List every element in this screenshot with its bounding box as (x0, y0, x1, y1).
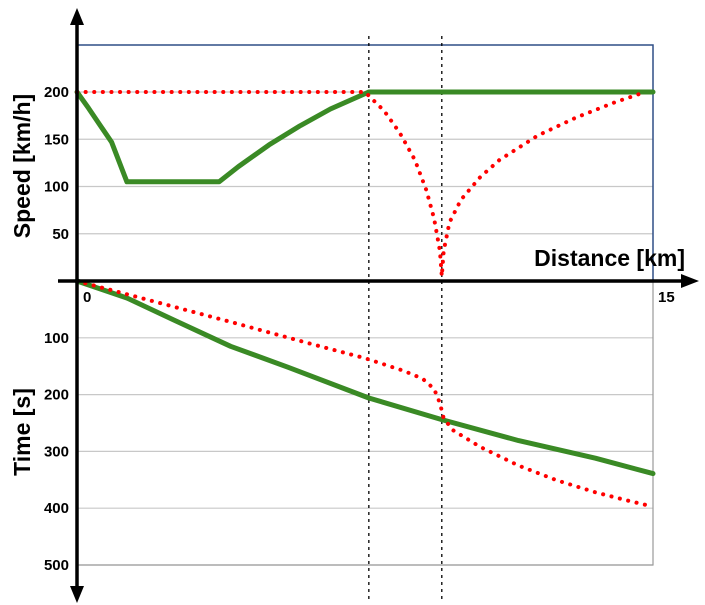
time-plot-frame (76, 281, 654, 566)
speed-tick-label: 200 (44, 84, 69, 101)
distance-axis-arrow (681, 274, 699, 288)
time-axis-title: Time [s] (9, 388, 35, 476)
time-tick-label: 500 (44, 557, 69, 574)
speed-tick-label: 50 (52, 226, 69, 243)
distance-tick-label: 15 (658, 289, 675, 306)
time-tick-label: 400 (44, 500, 69, 517)
speed-tick-label: 150 (44, 131, 69, 148)
distance-tick-label: 0 (83, 289, 91, 306)
series (74, 89, 656, 507)
time-solid-series (74, 278, 656, 477)
tick-labels: 50 100 150 200 100 200 300 400 500 0 15 (44, 84, 675, 574)
speed-axis-title: Speed [km/h] (9, 94, 35, 238)
time-dotted-series (75, 279, 648, 507)
speed-dotted-series (75, 90, 648, 279)
distance-axis-title: Distance [km] (534, 245, 685, 271)
gridlines (77, 91, 653, 566)
time-tick-label: 100 (44, 330, 69, 347)
vertical-axis-arrow-up (70, 8, 84, 25)
speed-tick-label: 100 (44, 179, 69, 196)
speed-solid-series (74, 89, 656, 185)
time-tick-label: 200 (44, 387, 69, 404)
vertical-axis-arrow-down (70, 586, 84, 603)
time-tick-label: 300 (44, 443, 69, 460)
reference-lines (368, 36, 443, 600)
